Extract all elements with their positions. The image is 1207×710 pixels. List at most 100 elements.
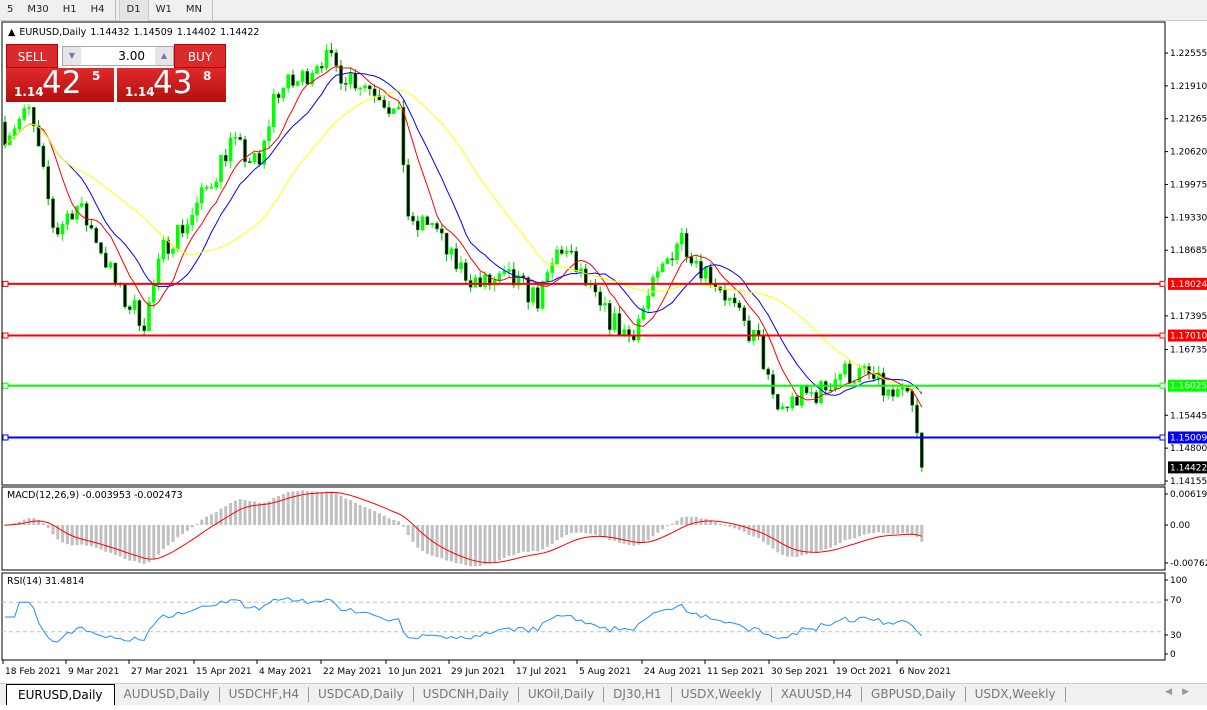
macd-histogram-bar [406,525,410,536]
candle-body [401,107,406,166]
candle-body [180,224,185,234]
candle-body [358,87,363,90]
macd-histogram-bar [65,525,69,545]
candle-body [502,271,507,274]
macd-histogram-bar [589,525,593,534]
tab-scroll-arrows-icon[interactable]: ◀▶ [1165,687,1199,697]
tab-usdx-weekly-2[interactable]: USDX,Weekly [966,687,1066,702]
macd-histogram-bar [795,525,799,558]
sell-button[interactable]: SELL [6,44,58,68]
macd-histogram-bar [22,519,26,525]
rsi-axis-label: 100 [1170,576,1187,586]
buy-price-fraction: 8 [203,69,212,83]
macd-histogram-bar [17,521,21,525]
tab-eurusd-daily[interactable]: EURUSD,Daily [6,684,115,705]
tf-5[interactable]: 5 [7,4,14,15]
lot-increase-icon[interactable]: ▲ [155,47,173,65]
tab-xauusd-h4[interactable]: XAUUSD,H4 [772,687,863,702]
candle-body [910,390,915,406]
macd-histogram-bar [661,525,665,530]
tab-gbpusd-daily[interactable]: GBPUSD,Daily [862,687,966,702]
candle-body [411,215,415,222]
candle-body [252,153,257,163]
macd-histogram-bar [387,518,391,525]
date-axis-label: 19 Oct 2021 [836,667,892,677]
macd-histogram-bar [910,525,914,535]
lot-decrease-icon[interactable]: ▼ [63,47,81,65]
candle-body [396,107,401,110]
candle-body [41,145,46,167]
tf-w1[interactable]: W1 [155,4,172,15]
macd-histogram-bar [440,525,444,559]
candle-body [660,263,665,272]
candle-body [708,266,713,285]
buy-price[interactable]: 1.14 43 8 [117,65,226,102]
macd-histogram-bar [521,525,525,552]
candle-body [838,373,843,380]
macd-histogram-bar [694,516,698,525]
candle-body [459,262,463,270]
candle-body [766,368,771,375]
sell-price[interactable]: 1.14 42 5 [6,65,114,102]
symbol-label: EURUSD,Daily [19,27,87,38]
tf-h4[interactable]: H4 [90,4,105,15]
tab-dj30-h1[interactable]: DJ30,H1 [604,687,672,702]
macd-histogram-bar [502,525,506,559]
tf-h1[interactable]: H1 [62,4,77,15]
candle-body [209,187,214,189]
macd-histogram-bar [915,525,919,537]
macd-histogram-bar [776,525,780,553]
candle-body [675,243,679,260]
level-price-label: 1.16025 [1170,382,1207,392]
buy-button[interactable]: BUY [174,44,226,68]
macd-histogram-bar [641,525,645,543]
rsi-axis-label: 70 [1170,596,1182,606]
candle-body [12,128,17,136]
date-axis-label: 24 Aug 2021 [644,667,702,677]
tab-usdchf-h4[interactable]: USDCHF,H4 [220,687,310,702]
tf-m30[interactable]: M30 [27,4,49,15]
macd-histogram-bar [185,525,189,531]
macd-histogram-bar [229,503,233,525]
macd-histogram-bar [843,525,847,541]
price-chart[interactable]: 1.22555 1.21910 1.21265 1.20620 1.19975 1.193… [0,21,1207,683]
tf-mn[interactable]: MN [185,4,202,15]
tab-usdcad-daily[interactable]: USDCAD,Daily [309,687,414,702]
candle-body [622,329,627,336]
candle-body [463,262,468,281]
macd-histogram-bar [790,525,794,557]
macd-histogram-bar [377,513,381,525]
candle-body [51,198,55,228]
candle-body [257,153,262,165]
level-handle [2,382,9,389]
lot-value[interactable]: 3.00 [118,49,145,63]
candle-body [17,119,22,130]
macd-histogram-bar [819,525,823,551]
candle-body [372,88,377,96]
macd-histogram-bar [718,523,722,525]
macd-histogram-bar [824,525,828,550]
candle-body [219,155,223,183]
macd-histogram-bar [469,525,473,567]
macd-histogram-bar [171,525,175,543]
collapse-triangle-icon[interactable]: ▲ [8,27,16,38]
level-handle [1159,280,1166,287]
macd-histogram-bar [181,525,185,535]
macd-histogram-bar [262,502,266,525]
price-axis-label: 1.18685 [1170,246,1207,256]
macd-histogram-bar [329,491,333,525]
tab-usdx-weekly[interactable]: USDX,Weekly [672,687,772,702]
candle-body [497,273,502,281]
date-axis-label: 11 Sep 2021 [707,667,764,677]
macd-histogram-bar [565,525,569,535]
tab-usdcnh-daily[interactable]: USDCNH,Daily [414,687,519,702]
timeframe-toolbar: 5 M30 H1 H4 D1 W1 MN [0,0,1207,21]
macd-histogram-bar [833,525,837,546]
macd-axis-label: -0.007621 [1170,559,1207,569]
macd-histogram-bar [517,525,521,554]
lot-size-input[interactable]: ▼ 3.00 ▲ [62,46,174,66]
tab-audusd-daily[interactable]: AUDUSD,Daily [115,687,220,702]
tf-d1[interactable]: D1 [118,0,149,21]
candle-body [651,277,655,297]
tab-ukoil-daily[interactable]: UKOil,Daily [519,687,605,702]
